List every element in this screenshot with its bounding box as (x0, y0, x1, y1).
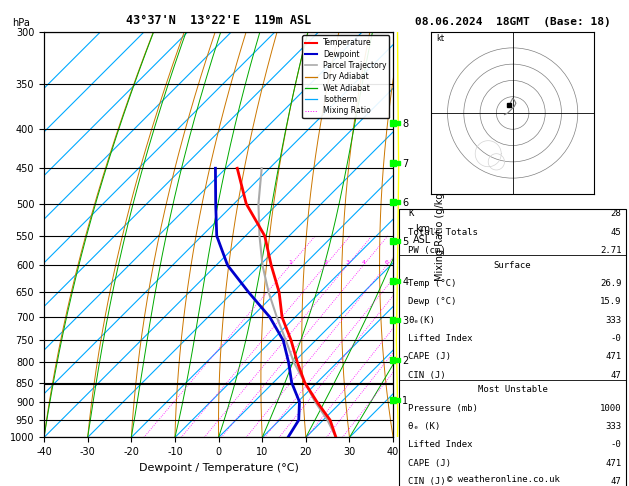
Text: CAPE (J): CAPE (J) (408, 352, 452, 361)
Text: Most Unstable: Most Unstable (477, 385, 548, 394)
Text: © weatheronline.co.uk: © weatheronline.co.uk (447, 474, 560, 484)
Text: 47: 47 (611, 371, 621, 380)
Text: 1: 1 (288, 260, 292, 265)
Text: Lifted Index: Lifted Index (408, 334, 473, 343)
Text: CIN (J): CIN (J) (408, 371, 446, 380)
Text: 28: 28 (611, 209, 621, 218)
Text: 333: 333 (605, 422, 621, 431)
X-axis label: Dewpoint / Temperature (°C): Dewpoint / Temperature (°C) (138, 463, 299, 473)
Text: Lifted Index: Lifted Index (408, 440, 473, 450)
Text: 1000: 1000 (600, 404, 621, 413)
Text: 47: 47 (611, 477, 621, 486)
Text: Totals Totals: Totals Totals (408, 227, 478, 237)
Text: CIN (J): CIN (J) (408, 477, 446, 486)
Text: Pressure (mb): Pressure (mb) (408, 404, 478, 413)
Text: Mixing Ratio (g/kg): Mixing Ratio (g/kg) (435, 189, 445, 280)
Text: K: K (408, 209, 414, 218)
Text: 15.9: 15.9 (600, 297, 621, 306)
Text: CAPE (J): CAPE (J) (408, 459, 452, 468)
Text: 471: 471 (605, 459, 621, 468)
Text: Temp (°C): Temp (°C) (408, 279, 457, 288)
Text: 6: 6 (385, 260, 389, 265)
Text: kt: kt (436, 35, 444, 43)
Text: 471: 471 (605, 352, 621, 361)
Text: 2.71: 2.71 (600, 246, 621, 255)
Text: 4: 4 (362, 260, 365, 265)
Legend: Temperature, Dewpoint, Parcel Trajectory, Dry Adiabat, Wet Adiabat, Isotherm, Mi: Temperature, Dewpoint, Parcel Trajectory… (302, 35, 389, 118)
Text: Surface: Surface (494, 260, 532, 270)
Text: θₑ(K): θₑ(K) (408, 315, 435, 325)
Text: θₑ (K): θₑ (K) (408, 422, 441, 431)
Text: 3: 3 (345, 260, 349, 265)
Text: 2: 2 (323, 260, 328, 265)
Text: hPa: hPa (13, 17, 30, 28)
Text: 45: 45 (611, 227, 621, 237)
Text: -0: -0 (611, 440, 621, 450)
Text: -0: -0 (611, 334, 621, 343)
Y-axis label: km
ASL: km ASL (413, 224, 431, 245)
Text: PW (cm): PW (cm) (408, 246, 446, 255)
Text: 08.06.2024  18GMT  (Base: 18): 08.06.2024 18GMT (Base: 18) (415, 17, 611, 27)
Text: 26.9: 26.9 (600, 279, 621, 288)
Text: 333: 333 (605, 315, 621, 325)
Text: Dewp (°C): Dewp (°C) (408, 297, 457, 306)
Text: 43°37'N  13°22'E  119m ASL: 43°37'N 13°22'E 119m ASL (126, 14, 311, 27)
